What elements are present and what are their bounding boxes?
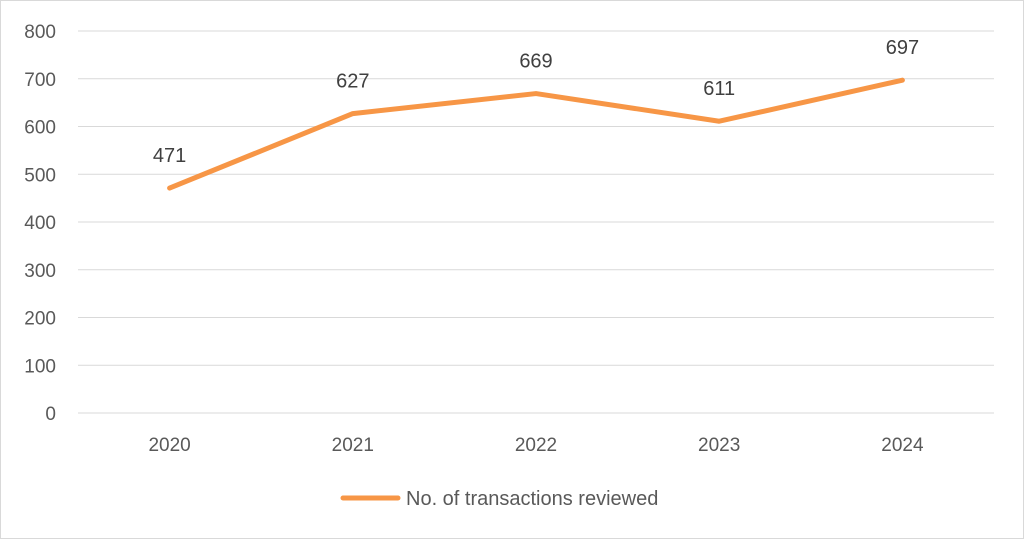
- data-label: 611: [703, 78, 735, 100]
- data-label: 627: [336, 71, 369, 93]
- y-tick-label: 600: [24, 118, 56, 139]
- series-line-path: [167, 77, 905, 191]
- y-tick-label: 400: [24, 213, 56, 234]
- data-label: 669: [519, 51, 552, 73]
- legend-label: No. of transactions reviewed: [406, 488, 658, 510]
- y-tick-label: 100: [24, 356, 56, 377]
- data-labels: 471 627 669 611 697: [153, 37, 919, 167]
- x-axis-tick-labels: 2020 2021 2022 2023 2024: [148, 435, 924, 456]
- y-tick-label: 700: [24, 70, 56, 91]
- y-tick-label: 0: [45, 404, 56, 425]
- data-label: 471: [153, 145, 186, 167]
- y-axis-tick-labels: 0 100 200 300 400 500 600 700 800: [24, 22, 56, 425]
- x-tick-label: 2021: [332, 435, 374, 456]
- x-tick-label: 2022: [515, 435, 557, 456]
- gridlines: [78, 30, 994, 414]
- y-tick-label: 800: [24, 22, 56, 43]
- legend: No. of transactions reviewed: [340, 488, 658, 510]
- data-label: 697: [886, 37, 919, 59]
- x-tick-label: 2024: [881, 435, 924, 456]
- y-tick-label: 500: [24, 165, 56, 186]
- series-line: [167, 77, 905, 191]
- y-tick-label: 300: [24, 261, 56, 282]
- y-tick-label: 200: [24, 309, 56, 330]
- x-tick-label: 2023: [698, 435, 740, 456]
- x-tick-label: 2020: [148, 435, 190, 456]
